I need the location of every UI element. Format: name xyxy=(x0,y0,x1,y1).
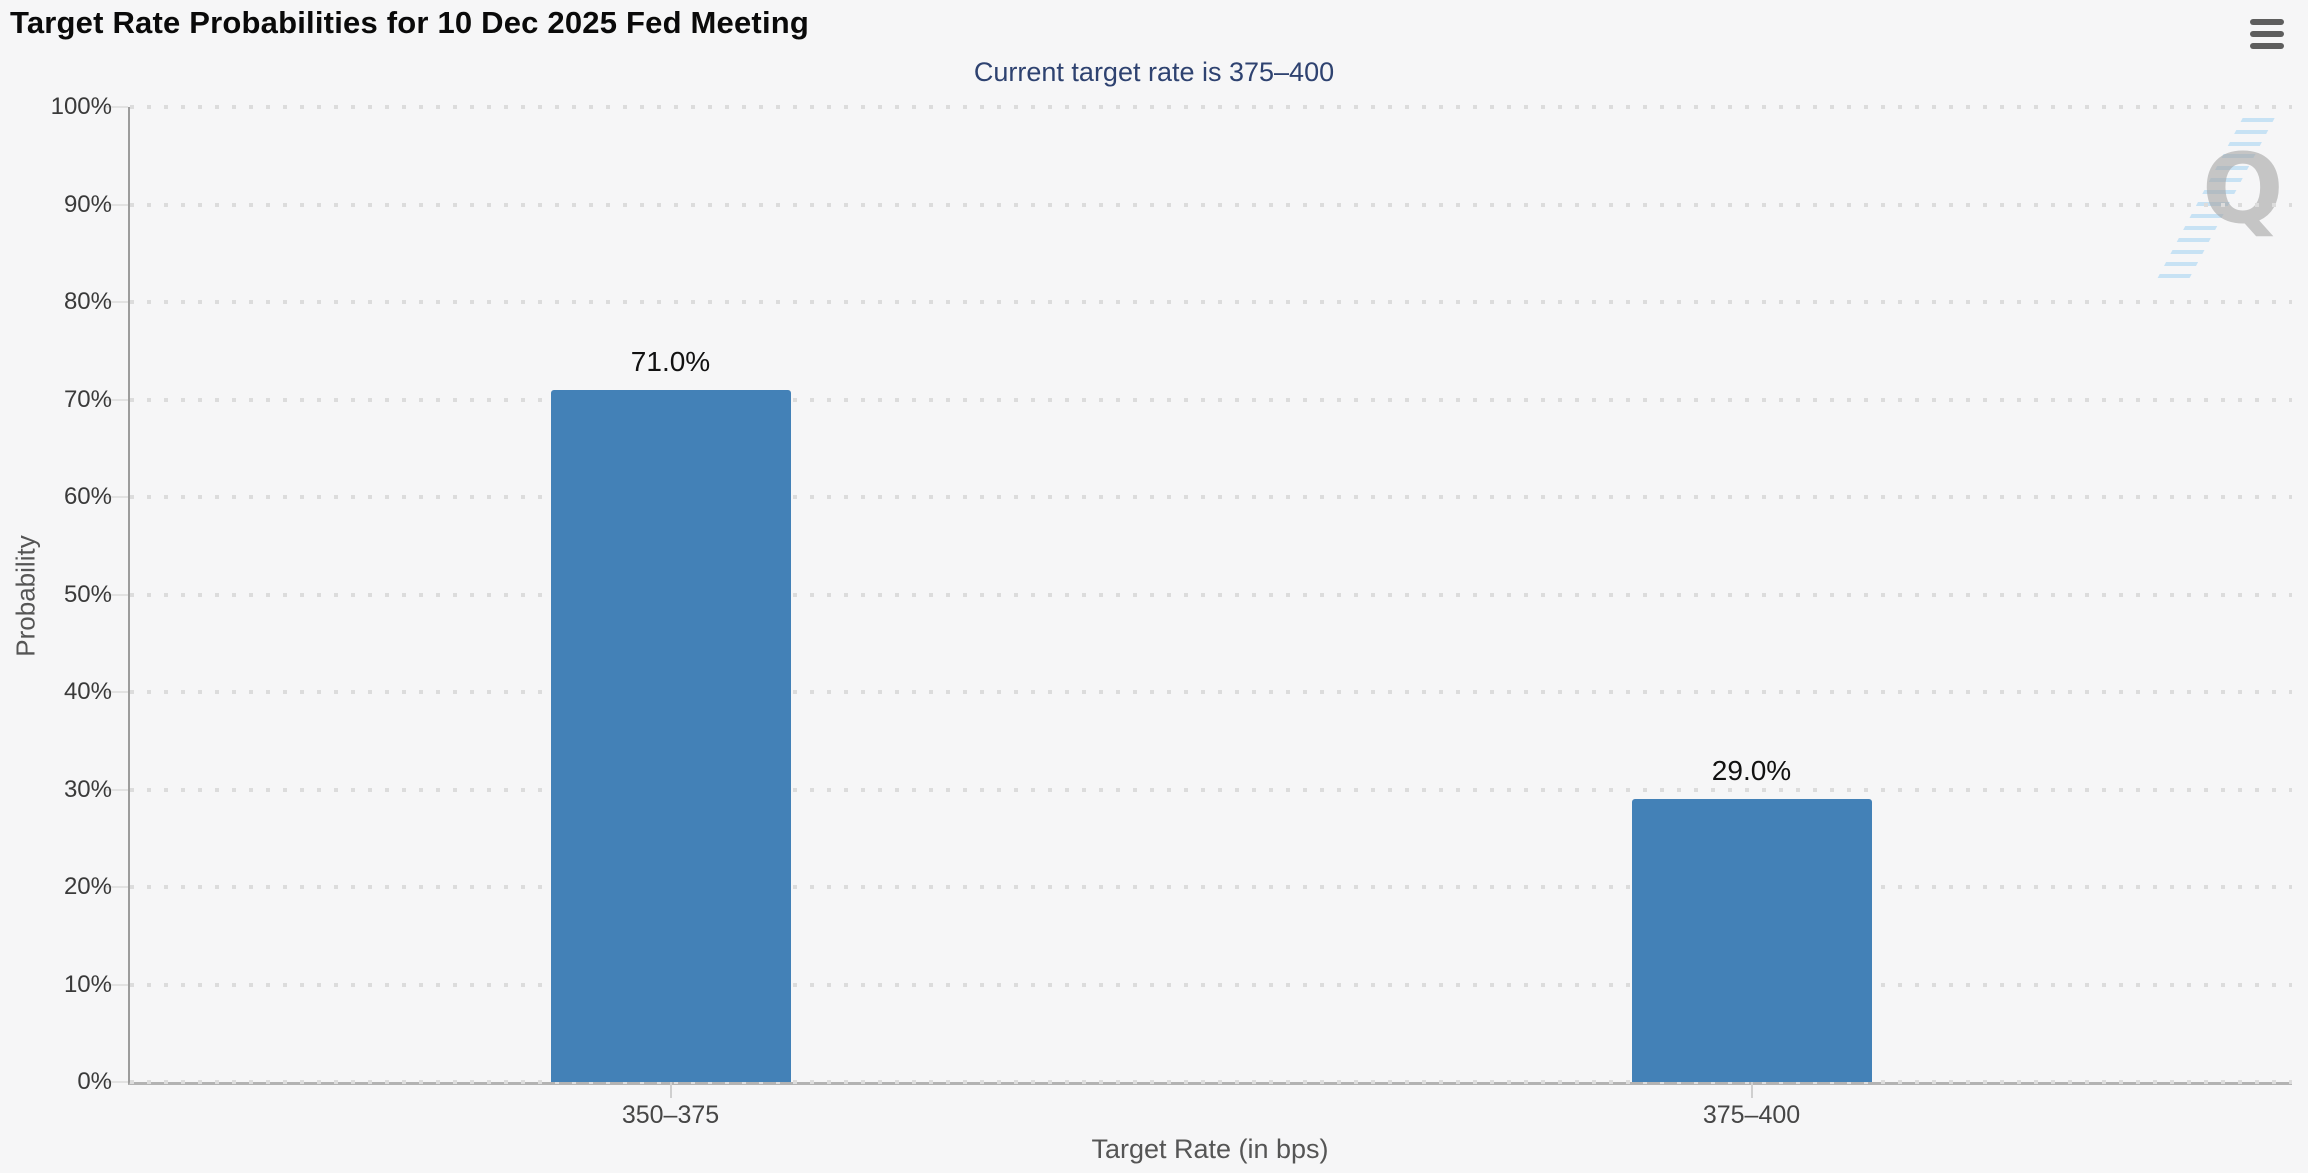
plot-area: Q 0% 10% 20% 30% 40% 50% 60% 70% 80% 90% 100% 71.0%… xyxy=(51,93,2292,1129)
y-tick-label: 60% xyxy=(63,483,112,510)
y-axis-tick xyxy=(106,106,128,108)
gridline xyxy=(130,202,2292,207)
gridline xyxy=(130,690,2292,694)
y-axis-tick xyxy=(106,886,128,888)
y-tick-label: 80% xyxy=(63,288,112,315)
chart-context-menu-button[interactable] xyxy=(2250,19,2284,49)
gridline xyxy=(130,1080,2292,1084)
y-axis-tick xyxy=(106,496,128,498)
gridline xyxy=(130,592,2292,597)
y-axis-tick xyxy=(106,593,128,596)
bar-value-label: 29.0% xyxy=(1711,755,1792,787)
y-tick-label: 40% xyxy=(63,678,112,705)
gridline xyxy=(130,982,2292,987)
bar-value-label: 71.0% xyxy=(630,345,711,377)
gridline xyxy=(130,787,2292,792)
y-tick-label: 0% xyxy=(77,1068,112,1095)
y-tick-label: 20% xyxy=(63,873,112,900)
y-tick-label: 30% xyxy=(63,775,112,803)
y-tick-label: 90% xyxy=(63,190,112,218)
y-axis-tick xyxy=(106,788,128,791)
chart-subtitle: Current target rate is 375–400 xyxy=(973,57,1335,87)
gridline xyxy=(130,105,2292,109)
gridline xyxy=(130,495,2292,499)
chart-title: Target Rate Probabilities for 10 Dec 202… xyxy=(10,5,810,40)
y-axis-tick xyxy=(106,203,128,206)
q-logo-icon: Q xyxy=(2202,133,2284,245)
y-axis-tick xyxy=(106,1081,128,1083)
gridline xyxy=(130,300,2292,304)
gridline xyxy=(130,885,2292,889)
probability-bar[interactable] xyxy=(550,389,791,1082)
x-axis-tick xyxy=(1750,1082,1753,1098)
hamburger-menu-icon xyxy=(2250,19,2284,25)
y-axis-tick xyxy=(106,983,128,986)
y-tick-label: 70% xyxy=(63,385,112,413)
hamburger-menu-icon xyxy=(2250,31,2284,37)
y-axis-tick xyxy=(106,398,128,401)
probability-bar[interactable] xyxy=(1631,799,1872,1082)
x-axis-title: Target Rate (in bps) xyxy=(1091,1134,1329,1164)
y-tick-label: 100% xyxy=(50,93,112,120)
quikstrike-watermark: Q xyxy=(2152,110,2308,286)
y-axis-tick xyxy=(106,301,128,303)
gridline xyxy=(130,397,2292,402)
y-axis-title: Probability xyxy=(10,535,41,657)
x-axis-tick xyxy=(669,1082,672,1098)
y-axis-tick xyxy=(106,691,128,693)
x-tick-label: 375–400 xyxy=(1702,1101,1801,1129)
y-tick-label: 10% xyxy=(63,970,112,998)
y-tick-label: 50% xyxy=(63,580,112,608)
x-tick-label: 350–375 xyxy=(621,1101,720,1129)
hamburger-menu-icon xyxy=(2250,43,2284,49)
